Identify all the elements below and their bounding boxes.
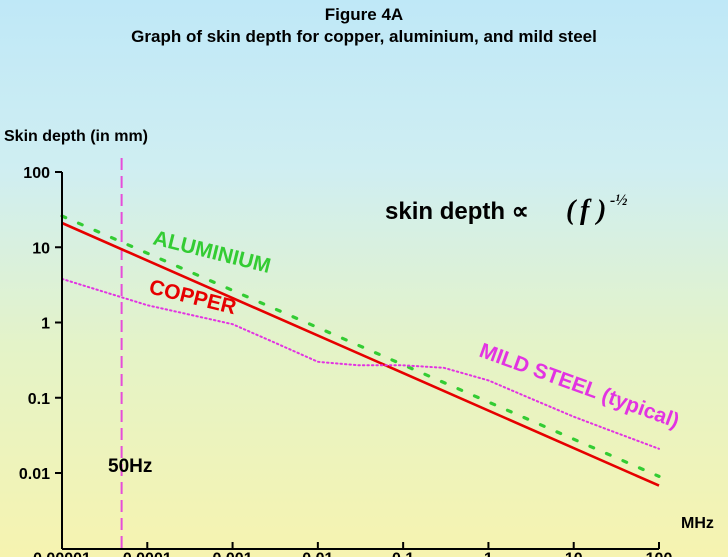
- formula-open-paren: (: [566, 195, 577, 226]
- formula-exponent: -½: [610, 192, 627, 209]
- y-tick-label: 100: [23, 165, 50, 182]
- x-tick-label: 1: [484, 550, 493, 557]
- x-tick-label: 0.01: [302, 550, 333, 557]
- formula-close-paren: ): [594, 195, 606, 226]
- formula-variable: f: [580, 195, 592, 226]
- x-tick-label: 0.0001: [123, 550, 172, 557]
- x-tick-label: 0.1: [392, 550, 414, 557]
- y-axis-label: Skin depth (in mm): [4, 128, 148, 145]
- series-line-aluminium: [60, 214, 661, 478]
- x-tick-label: 0.001: [213, 550, 253, 557]
- y-tick-label: 1: [41, 316, 50, 333]
- marker-label-50hz: 50Hz: [108, 456, 152, 477]
- formula-annotation: skin depth ∝ ( f ) -½: [385, 192, 627, 226]
- series-line-copper: [61, 221, 660, 487]
- series-label-copper: COPPER: [147, 276, 239, 320]
- figure-title: Figure 4A: [324, 5, 404, 24]
- y-tick-label: 0.01: [19, 466, 50, 483]
- figure-subtitle: Graph of skin depth for copper, aluminiu…: [131, 27, 597, 46]
- y-tick-label: 0.1: [28, 391, 50, 408]
- series-line-mild-steel: [61, 277, 660, 450]
- formula-prefix: skin depth ∝: [385, 198, 529, 225]
- x-tick-label: 100: [646, 550, 673, 557]
- x-tick-label: 0.00001: [33, 550, 91, 557]
- x-axis-label: MHz: [681, 515, 714, 532]
- y-tick-label: 10: [32, 240, 50, 257]
- x-tick-label: 10: [565, 550, 583, 557]
